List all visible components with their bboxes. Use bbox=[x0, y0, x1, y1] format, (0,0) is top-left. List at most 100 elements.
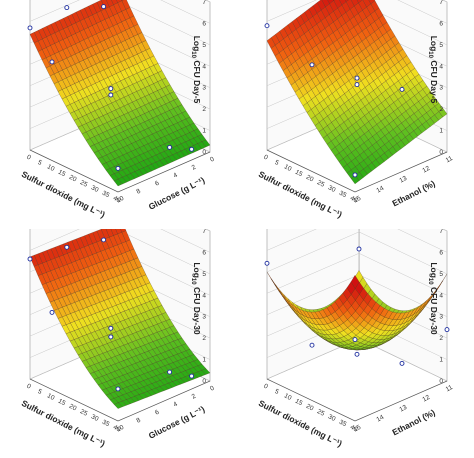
z-tick-label: 7 bbox=[202, 0, 206, 6]
x-tick-label: 0 bbox=[25, 154, 32, 162]
floor-edge bbox=[29, 149, 211, 193]
x-tick-label: 25 bbox=[79, 408, 89, 418]
x-tick-label: 10 bbox=[46, 163, 56, 173]
panel-glucose-day30: 0 5 10 15 20 25 30 35 40 0 2 4 6 8 10 0 1 2 3 4 5 6 7 Log10 CFU… bbox=[0, 229, 237, 458]
data-point bbox=[264, 23, 270, 29]
z-tick-label: 1 bbox=[439, 128, 443, 135]
data-point bbox=[101, 4, 107, 10]
axis-frame bbox=[29, 378, 211, 422]
panel-ethanol-day30: 0 5 10 15 20 25 30 35 40 11 12 13 14 15 0 1 2 3 4 5 6 7 Log10 … bbox=[237, 229, 474, 458]
z-title-subscript: 10 bbox=[190, 51, 196, 58]
z-axis-ticks: 0 1 2 3 4 5 6 7 bbox=[439, 0, 443, 156]
x-tick-label: 15 bbox=[57, 398, 67, 408]
z-tick-label: 2 bbox=[202, 335, 206, 342]
z-tick-label: 4 bbox=[202, 292, 206, 299]
observed-points bbox=[264, 246, 450, 366]
data-point bbox=[356, 246, 362, 252]
z-axis-title: Log10 CFU Day-5 bbox=[427, 36, 439, 104]
y-tick-label: 6 bbox=[154, 180, 161, 188]
data-point bbox=[167, 369, 173, 375]
z-tick-label: 3 bbox=[202, 314, 206, 321]
y-tick-label: 0 bbox=[209, 156, 216, 164]
x-tick-label: 15 bbox=[294, 169, 304, 179]
x-tick-label: 35 bbox=[338, 419, 348, 429]
axis-frame bbox=[29, 149, 211, 193]
panel-ethanol-day5: 0 5 10 15 20 25 30 35 40 11 12 13 14 15 0 1 2 3 4 5 6 7 Log10 … bbox=[237, 0, 474, 229]
z-axis-ticks: 0 1 2 3 4 5 6 7 bbox=[202, 0, 206, 156]
z-title-rest: CFU Day-5 bbox=[429, 58, 439, 104]
x-tick-label: 40 bbox=[349, 424, 359, 434]
y-tick-label: 4 bbox=[172, 401, 179, 409]
y-tick-label: 13 bbox=[398, 404, 408, 414]
x-tick-label: 35 bbox=[101, 190, 111, 200]
data-point bbox=[115, 386, 121, 392]
z-tick-label: 3 bbox=[439, 85, 443, 92]
surface-cell bbox=[350, 175, 360, 185]
x-tick-label: 10 bbox=[283, 163, 293, 173]
y-axis-title: Ethanol (%) bbox=[391, 178, 437, 208]
axis-frame bbox=[266, 378, 448, 422]
z-tick-label: 0 bbox=[439, 378, 443, 385]
z-tick-label: 4 bbox=[439, 292, 443, 299]
z-title-rest: CFU Day-5 bbox=[192, 58, 202, 104]
y-tick-label: 14 bbox=[375, 414, 385, 424]
z-gridline bbox=[266, 231, 448, 275]
panel-glucose-day5: 0 5 10 15 20 25 30 35 40 0 2 4 6 8 10 0 1 2 3 4 5 6 7 Log10 CFU… bbox=[0, 0, 237, 229]
surface-cell bbox=[113, 178, 123, 187]
y-axis-ticks: 11 12 13 14 15 bbox=[352, 384, 454, 434]
z-title-subscript: 10 bbox=[427, 278, 433, 285]
data-point bbox=[49, 309, 55, 315]
z-tick-label: 0 bbox=[202, 149, 206, 156]
response-surface bbox=[29, 0, 211, 187]
data-point bbox=[108, 325, 114, 331]
y-tick-label: 15 bbox=[352, 195, 362, 205]
z-axis-title: Log10 CFU Day-30 bbox=[190, 262, 202, 335]
z-tick-label: 5 bbox=[439, 42, 443, 49]
x-tick-label: 0 bbox=[262, 383, 269, 391]
data-point bbox=[101, 237, 107, 243]
z-tick-label: 6 bbox=[439, 249, 443, 256]
floor-edge bbox=[266, 378, 448, 422]
z-tick-label: 6 bbox=[202, 249, 206, 256]
y-tick-label: 2 bbox=[191, 164, 198, 172]
data-point bbox=[354, 75, 360, 81]
x-tick-label: 30 bbox=[90, 413, 100, 423]
data-point bbox=[108, 334, 114, 340]
z-gridline bbox=[266, 253, 448, 296]
x-tick-label: 5 bbox=[36, 388, 43, 396]
y-tick-label: 4 bbox=[172, 172, 179, 180]
z-tick-label: 5 bbox=[202, 271, 206, 278]
z-title-main: Log bbox=[429, 262, 439, 278]
z-tick-label: 1 bbox=[202, 128, 206, 135]
x-tick-label: 25 bbox=[316, 408, 326, 418]
observed-points bbox=[27, 4, 195, 171]
z-axis-title: Log10 CFU Day-5 bbox=[190, 36, 202, 104]
z-title-main: Log bbox=[429, 36, 439, 52]
y-tick-label: 10 bbox=[115, 195, 125, 205]
floor-edge bbox=[29, 378, 211, 422]
x-tick-label: 5 bbox=[36, 159, 43, 167]
z-tick-label: 6 bbox=[439, 20, 443, 27]
data-point bbox=[399, 360, 405, 366]
z-tick-label: 0 bbox=[439, 149, 443, 156]
data-point bbox=[264, 260, 270, 266]
x-tick-label: 10 bbox=[46, 392, 56, 402]
data-point bbox=[352, 337, 358, 343]
z-tick-label: 6 bbox=[202, 20, 206, 27]
z-tick-label: 4 bbox=[202, 63, 206, 70]
z-tick-label: 3 bbox=[439, 314, 443, 321]
data-point bbox=[189, 373, 195, 379]
data-point bbox=[115, 165, 121, 171]
x-tick-label: 25 bbox=[79, 179, 89, 189]
y-tick-label: 8 bbox=[135, 417, 142, 425]
y-tick-label: 8 bbox=[135, 188, 142, 196]
y-tick-label: 12 bbox=[421, 394, 431, 404]
surface-cell bbox=[113, 402, 123, 409]
x-tick-label: 25 bbox=[316, 179, 326, 189]
z-tick-label: 7 bbox=[439, 229, 443, 235]
z-tick-label: 2 bbox=[202, 106, 206, 113]
data-point bbox=[354, 82, 360, 88]
